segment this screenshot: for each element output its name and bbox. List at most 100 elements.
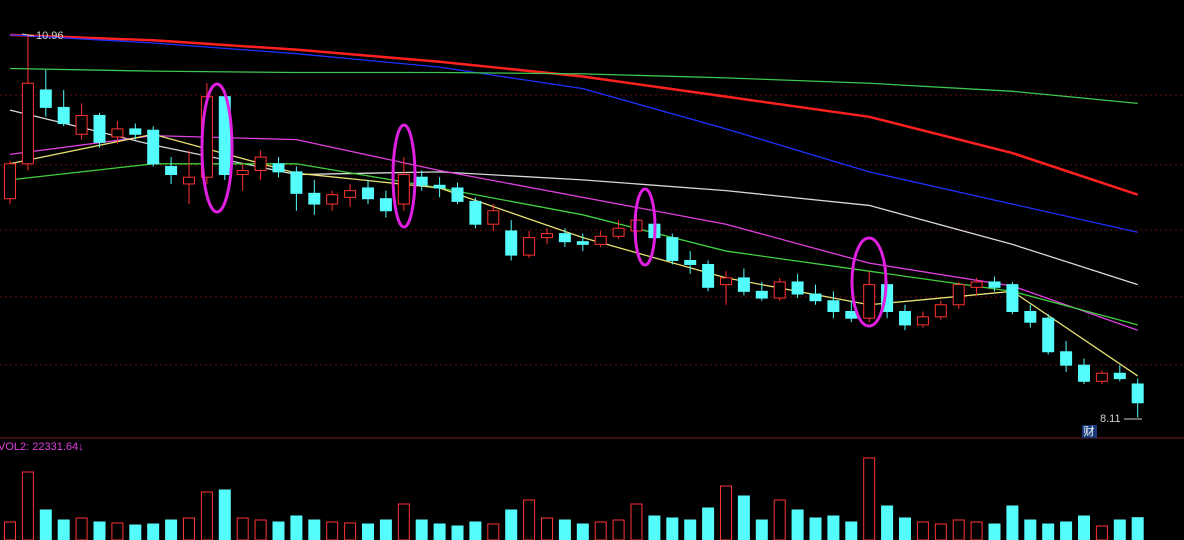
highlight	[850, 236, 888, 328]
badge[interactable]: 财	[1084, 424, 1095, 438]
candle-body	[433, 184, 446, 189]
candle-body	[916, 316, 929, 326]
candle-body	[487, 210, 500, 225]
volume-bar	[648, 515, 661, 540]
candle-body	[1006, 284, 1019, 312]
volume-bar	[684, 519, 697, 540]
volume-bar	[576, 523, 589, 540]
candle-body	[93, 114, 106, 143]
candle-body	[111, 128, 124, 138]
volume-bar	[899, 517, 911, 540]
candle-body	[1042, 317, 1055, 353]
volume-bar	[111, 522, 124, 540]
volume-bar	[1060, 521, 1073, 540]
volume-bar	[558, 519, 571, 540]
candle-body	[899, 310, 911, 326]
volume-bar	[720, 485, 732, 540]
volume-bar	[1006, 505, 1019, 540]
candle-body	[469, 200, 482, 225]
candle-body	[755, 290, 768, 299]
candle-body	[183, 176, 195, 185]
volume-bar	[952, 519, 965, 540]
candle-body	[326, 194, 339, 205]
low-label: 8.11	[1100, 413, 1121, 425]
volume-bar	[881, 505, 894, 540]
high-pointer	[21, 33, 35, 37]
candle-body	[129, 128, 142, 135]
candle-body	[272, 163, 285, 173]
grid-decoration	[0, 94, 1184, 366]
volume-bar	[487, 523, 500, 540]
candle-body	[827, 300, 840, 312]
volume-bar	[827, 515, 840, 540]
volume-bar	[21, 471, 34, 540]
candle-body	[541, 233, 553, 239]
ma-line	[9, 33, 1139, 196]
candle-body	[451, 187, 464, 202]
volume-bar	[326, 521, 339, 540]
volume-bar	[75, 517, 88, 540]
candle-body	[934, 304, 947, 318]
volume-bar	[272, 521, 285, 540]
volume-bar	[594, 521, 607, 540]
candle-body	[57, 106, 70, 125]
volume-bar	[666, 517, 679, 540]
candle-body	[4, 163, 16, 200]
ma-lines	[9, 33, 1139, 377]
volume-bar	[1024, 519, 1037, 540]
candle-body	[612, 227, 625, 237]
volume-bar	[934, 523, 947, 540]
volume-bar	[415, 519, 428, 540]
candle-body	[415, 176, 428, 186]
candle-body	[684, 259, 697, 265]
volume-bar	[630, 503, 643, 540]
volume-bar	[1095, 525, 1108, 540]
candle-body	[254, 156, 267, 172]
volume-bar	[791, 509, 804, 540]
candle-body	[702, 263, 715, 288]
volume-bar	[236, 517, 249, 540]
volume-bar	[541, 517, 553, 540]
candle-body	[576, 241, 589, 245]
candle-body	[737, 277, 750, 292]
volume-bar	[916, 521, 929, 540]
highlight	[391, 123, 417, 229]
candle-body	[558, 233, 571, 243]
volume-bar	[469, 521, 482, 540]
candle-body	[1024, 310, 1037, 323]
volume-bar	[147, 523, 160, 540]
volume-bar	[1113, 519, 1126, 540]
candle-body	[165, 165, 178, 176]
volume-bar	[1131, 517, 1144, 540]
volume-bar	[344, 522, 357, 540]
volume-bar	[612, 519, 625, 540]
volume-bar	[702, 507, 715, 540]
candle-body	[397, 174, 410, 205]
highlight	[200, 82, 234, 214]
volume-bar	[773, 499, 786, 540]
volume-bar	[200, 491, 213, 540]
volume-bar	[505, 509, 518, 540]
volume-bar	[970, 521, 983, 540]
badge-box[interactable]	[1082, 425, 1097, 438]
candle-body	[1131, 383, 1144, 404]
volume-bar	[1042, 523, 1055, 540]
candle-body	[666, 237, 679, 261]
candle-body	[147, 129, 160, 165]
volume-bar	[93, 521, 106, 540]
candle-body	[308, 192, 321, 205]
candle-body	[236, 170, 249, 176]
candle-body	[39, 89, 52, 108]
volume-bar	[845, 521, 858, 540]
volume-bar	[39, 509, 52, 540]
volume-bar	[165, 519, 178, 540]
volume-bar	[308, 519, 321, 540]
candle-body	[505, 230, 518, 256]
candle-body	[773, 281, 786, 299]
volume-bar	[129, 524, 142, 540]
candle-body	[720, 277, 732, 286]
volume-bar	[254, 519, 267, 540]
candles	[4, 34, 1144, 418]
candle-body	[1060, 351, 1073, 366]
